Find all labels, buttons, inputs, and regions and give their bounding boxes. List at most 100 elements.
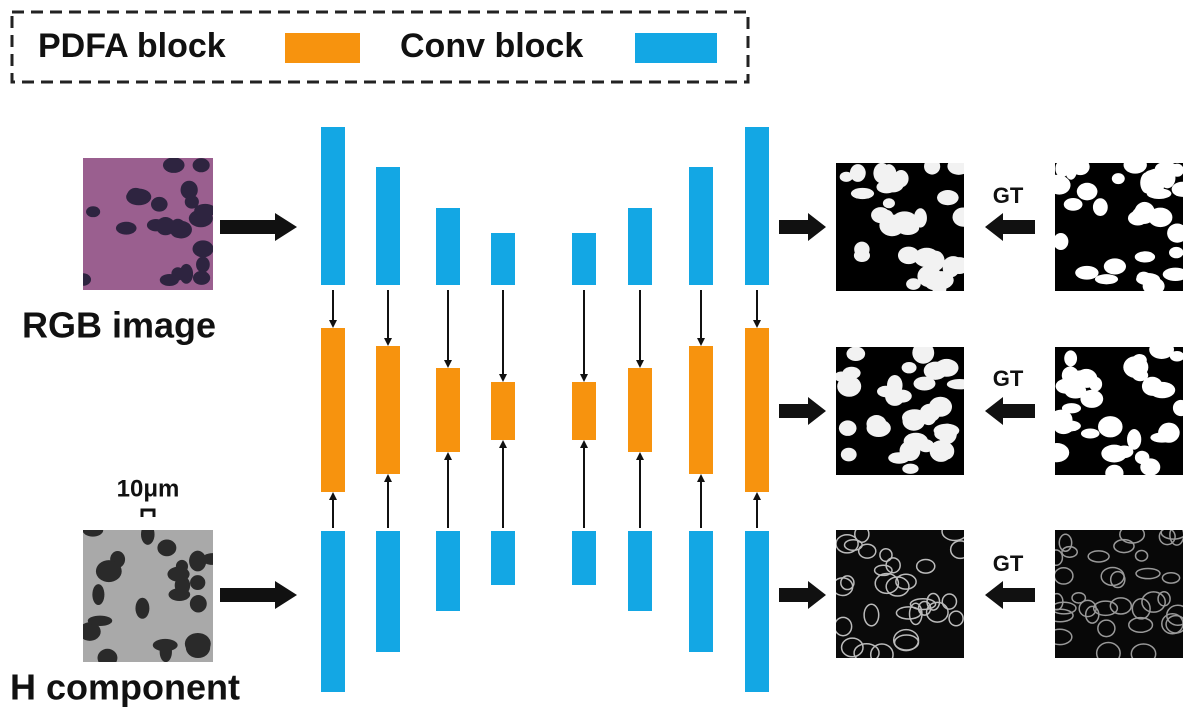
nucleus	[1128, 211, 1148, 226]
nucleus	[839, 420, 857, 435]
legend-swatch	[635, 33, 717, 63]
nucleus	[1105, 465, 1123, 482]
nucleus	[947, 379, 973, 389]
nucleus	[1048, 176, 1071, 195]
nucleus	[914, 248, 939, 267]
pdfa-block	[436, 368, 460, 452]
nucleus	[1135, 451, 1150, 464]
pdfa-block	[572, 382, 596, 440]
input-label: H component	[10, 667, 240, 708]
image	[836, 158, 974, 299]
conv-block	[628, 208, 652, 285]
nucleus	[88, 616, 113, 626]
conv-block	[491, 233, 515, 285]
nucleus	[75, 273, 91, 286]
nucleus	[846, 347, 865, 362]
diagram: PDFA block Conv block RGB image H compon…	[0, 0, 1183, 708]
nucleus	[1169, 247, 1183, 258]
big-arrow	[985, 581, 1035, 609]
nucleus	[193, 158, 210, 172]
nucleus	[86, 206, 100, 217]
nucleus	[850, 164, 866, 182]
nucleus	[908, 415, 926, 425]
pdfa-block	[745, 328, 769, 492]
conv-block	[745, 531, 769, 692]
conv-block	[436, 531, 460, 611]
nucleus	[1064, 198, 1083, 211]
nucleus	[92, 584, 104, 605]
nucleus	[141, 524, 155, 545]
nucleus	[1075, 266, 1098, 280]
nucleus	[924, 362, 947, 380]
legend-label: Conv block	[400, 27, 583, 65]
legend-swatch	[285, 33, 360, 63]
conv-block	[436, 208, 460, 285]
nucleus	[135, 598, 149, 619]
conv-block	[321, 127, 345, 285]
nucleus	[892, 211, 916, 228]
gt-label: GT	[993, 551, 1024, 576]
big-arrow	[985, 213, 1035, 241]
big-arrow	[220, 581, 297, 609]
nucleus	[1053, 233, 1068, 250]
nucleus	[160, 274, 179, 286]
nucleus	[876, 181, 896, 194]
nucleus	[947, 158, 970, 175]
nucleus	[873, 163, 890, 184]
big-arrow	[779, 213, 826, 241]
nucleus	[180, 264, 194, 284]
nucleus	[943, 259, 960, 277]
nucleus	[190, 575, 205, 590]
nucleus	[1064, 350, 1077, 366]
legend-label: PDFA block	[38, 27, 226, 65]
nucleus	[904, 433, 928, 450]
big-arrow	[779, 581, 826, 609]
big-arrow	[985, 397, 1035, 425]
nucleus	[1132, 354, 1146, 366]
conv-block	[491, 531, 515, 585]
nucleus	[1143, 278, 1165, 295]
nucleus	[156, 217, 175, 235]
nucleus	[867, 419, 891, 437]
nucleus	[917, 265, 941, 287]
image	[1047, 525, 1183, 664]
nucleus	[1077, 183, 1098, 201]
nucleus	[194, 204, 216, 217]
nucleus	[1093, 198, 1108, 216]
nucleus	[1151, 176, 1164, 195]
nucleus	[167, 567, 189, 582]
nucleus	[893, 390, 912, 403]
conv-block	[745, 127, 769, 285]
gt-label: GT	[993, 183, 1024, 208]
big-arrow	[779, 397, 826, 425]
nucleus	[196, 256, 210, 272]
nucleus	[127, 188, 144, 203]
nucleus	[193, 240, 214, 257]
nucleus	[1065, 160, 1077, 180]
conv-block	[572, 233, 596, 285]
scale-bar-label: 10μm	[117, 475, 180, 502]
nucleus	[98, 649, 118, 667]
image	[833, 522, 970, 665]
nucleus	[939, 443, 954, 460]
nucleus	[157, 540, 176, 557]
nucleus	[193, 271, 210, 285]
nucleus	[851, 188, 874, 199]
pdfa-block	[689, 346, 713, 474]
nucleus	[877, 386, 895, 398]
conv-block	[628, 531, 652, 611]
conv-block	[321, 531, 345, 692]
nucleus	[1081, 428, 1100, 438]
input-label: RGB image	[22, 305, 216, 346]
nucleus	[1104, 258, 1126, 274]
nucleus	[1135, 251, 1155, 262]
nucleus	[1158, 423, 1180, 443]
nucleus	[1044, 443, 1069, 462]
image	[75, 157, 216, 290]
nucleus	[190, 595, 207, 612]
nucleus	[902, 464, 918, 474]
pdfa-block	[628, 368, 652, 452]
nucleus	[888, 452, 910, 463]
image	[834, 342, 973, 475]
conv-block	[376, 531, 400, 652]
